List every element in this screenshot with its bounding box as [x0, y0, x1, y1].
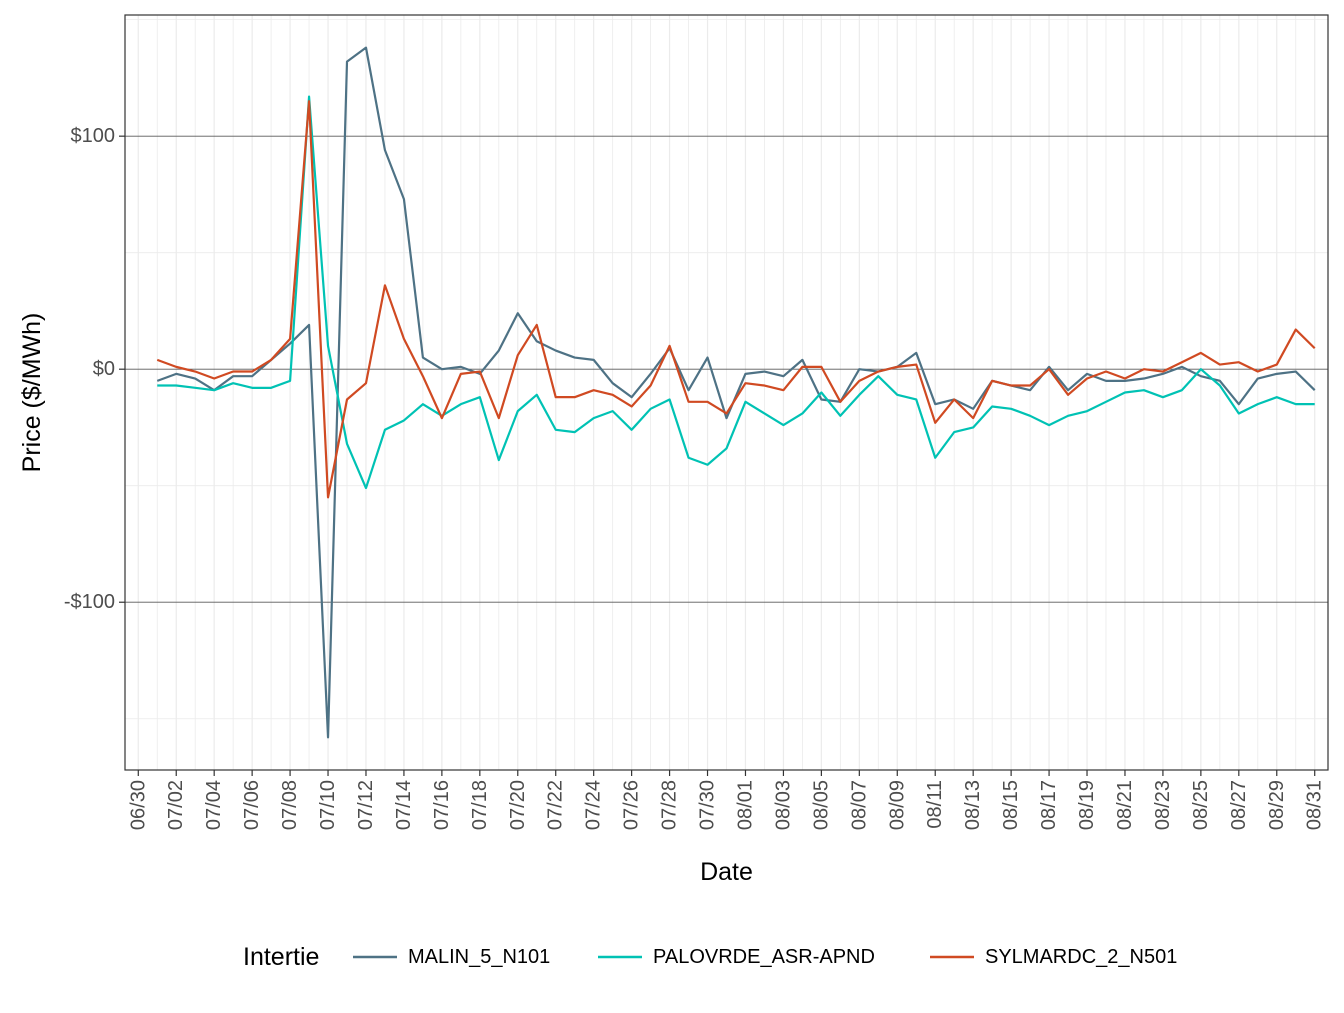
x-tick-label: 07/26 — [621, 780, 643, 830]
y-tick-label: $0 — [93, 358, 115, 380]
x-tick-label: 08/29 — [1266, 780, 1288, 830]
x-tick-label: 07/30 — [697, 780, 719, 830]
x-tick-label: 08/17 — [1038, 780, 1060, 830]
plot-panel-border — [124, 14, 1329, 771]
x-tick-label: 07/04 — [203, 780, 225, 830]
x-tick-label: 08/05 — [810, 780, 832, 830]
x-tick-label: 08/21 — [1114, 780, 1136, 830]
x-axis-title: Date — [700, 858, 753, 886]
x-tick-label: 08/15 — [1000, 780, 1022, 830]
legend-title: Intertie — [243, 943, 319, 971]
legend: Intertie MALIN_5_N101 PALOVRDE_ASR-APND SY… — [243, 943, 1177, 971]
x-tick-label: 08/19 — [1076, 780, 1098, 830]
x-tick-label: 08/23 — [1152, 780, 1174, 830]
x-tick-label: 07/06 — [241, 780, 263, 830]
x-tick-label: 08/13 — [962, 780, 984, 830]
x-tick-label: 07/24 — [583, 780, 605, 830]
x-tick-label: 08/09 — [886, 780, 908, 830]
x-tick-label: 07/02 — [165, 780, 187, 830]
legend-label: MALIN_5_N101 — [408, 946, 550, 968]
x-tick-label: 08/25 — [1190, 780, 1212, 830]
x-tick-label: 07/16 — [431, 780, 453, 830]
y-tick-label: -$100 — [64, 591, 115, 613]
x-tick-label: 07/08 — [279, 780, 301, 830]
y-axis-title: Price ($/MWh) — [18, 313, 46, 473]
axes: 06/30 07/02 07/04 07/06 07/08 07/10 07/12 07/14… — [64, 125, 1326, 830]
x-tick-label: 08/11 — [924, 780, 946, 829]
x-tick-label: 08/31 — [1304, 780, 1326, 830]
legend-label: PALOVRDE_ASR-APND — [653, 946, 875, 968]
x-tick-label: 07/28 — [659, 780, 681, 830]
x-tick-label: 07/18 — [469, 780, 491, 830]
grid-lines — [125, 15, 1328, 770]
series-line — [156, 100, 1316, 499]
x-tick-label: 07/20 — [507, 780, 529, 830]
x-tick-label: 06/30 — [127, 780, 149, 830]
series-line — [156, 46, 1316, 739]
x-tick-label: 07/10 — [317, 780, 339, 830]
x-tick-label: 08/03 — [772, 780, 794, 830]
x-tick-label: 07/12 — [355, 780, 377, 830]
x-tick-label: 08/01 — [734, 780, 756, 830]
series-lines — [156, 46, 1316, 739]
x-tick-label: 08/27 — [1228, 780, 1250, 830]
series-line — [157, 95, 1315, 490]
x-tick-label: 07/14 — [393, 780, 415, 830]
legend-label: SYLMARDC_2_N501 — [985, 946, 1177, 968]
x-tick-label: 07/22 — [545, 780, 567, 830]
x-tick-label: 08/07 — [848, 780, 870, 830]
y-tick-label: $100 — [71, 125, 116, 147]
